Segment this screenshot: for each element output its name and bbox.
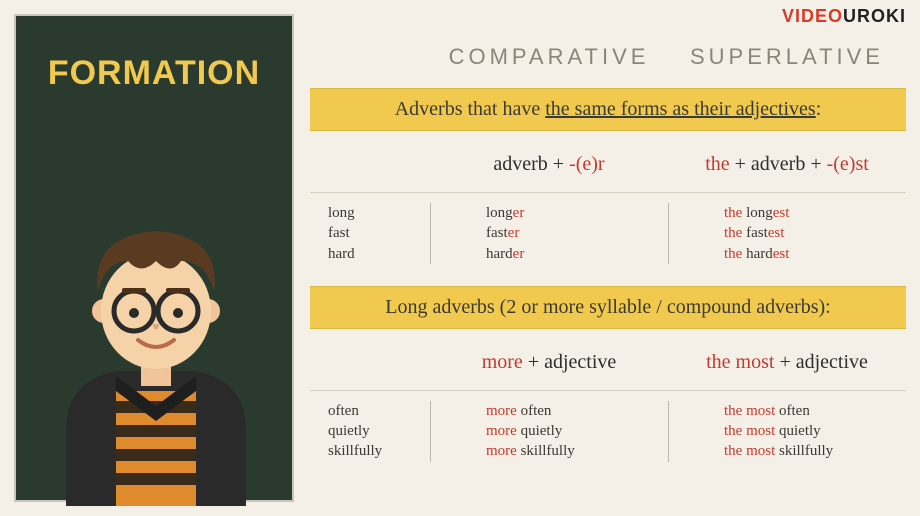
rule1-superlative: the + adverb + -(e)st [668, 153, 906, 176]
base-word: quietly [328, 421, 430, 441]
band1-underline: the same forms as their adjectives [545, 98, 815, 120]
example-item: the longest [724, 203, 906, 223]
rule2-superlative: the most + adjective [668, 351, 906, 374]
example-item: the most often [724, 401, 906, 421]
base-word: long [328, 203, 430, 223]
content-panel: COMPARATIVE SUPERLATIVE Adverbs that hav… [310, 14, 906, 502]
band1-pre: Adverbs that have [395, 98, 546, 120]
section2-comp-col: more often more quietly more skillfully [430, 401, 668, 462]
base-word: skillfully [328, 441, 430, 461]
rule1-comparative: adverb + -(e)r [430, 153, 668, 176]
example-item: more often [486, 401, 668, 421]
example-item: faster [486, 223, 668, 243]
example-item: the most skillfully [724, 441, 906, 461]
section1-heading: Adverbs that have the same forms as thei… [310, 88, 906, 131]
example-item: more quietly [486, 421, 668, 441]
example-item: more skillfully [486, 441, 668, 461]
base-word: often [328, 401, 430, 421]
header-superlative: SUPERLATIVE [668, 44, 906, 70]
left-panel: FORMATION [14, 14, 294, 502]
example-item: the most quietly [724, 421, 906, 441]
section1-comp-col: longer faster harder [430, 203, 668, 264]
page-title: FORMATION [16, 54, 292, 93]
section2-base-col: often quietly skillfully [310, 401, 430, 462]
section1-base-col: long fast hard [310, 203, 430, 264]
example-item: the fastest [724, 223, 906, 243]
band1-post: : [816, 98, 822, 120]
section2-sup-col: the most often the most quietly the most… [668, 401, 906, 462]
section2-heading: Long adverbs (2 or more syllable / compo… [310, 286, 906, 329]
teacher-avatar [46, 206, 266, 506]
section2-examples: often quietly skillfully more often more… [310, 390, 906, 462]
base-word: fast [328, 223, 430, 243]
section2-rules: more + adjective the most + adjective [310, 351, 906, 374]
example-item: harder [486, 244, 668, 264]
section1-sup-col: the longest the fastest the hardest [668, 203, 906, 264]
column-headers: COMPARATIVE SUPERLATIVE [310, 44, 906, 70]
example-item: longer [486, 203, 668, 223]
base-word: hard [328, 244, 430, 264]
section1-examples: long fast hard longer faster harder the … [310, 192, 906, 264]
section1-rules: adverb + -(e)r the + adverb + -(e)st [310, 153, 906, 176]
rule2-comparative: more + adjective [430, 351, 668, 374]
header-comparative: COMPARATIVE [430, 44, 668, 70]
example-item: the hardest [724, 244, 906, 264]
